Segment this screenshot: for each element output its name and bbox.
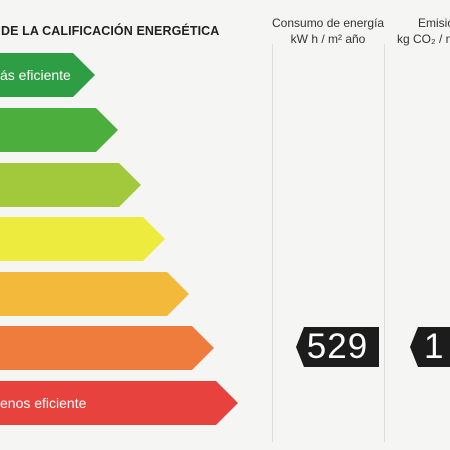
column-divider bbox=[272, 44, 273, 442]
rating-bar: ás eficiente bbox=[0, 53, 95, 97]
emissions-header-unit: kg CO₂ / m bbox=[397, 32, 450, 46]
rating-bar bbox=[0, 108, 118, 152]
emissions-header-line1: Emisio bbox=[418, 16, 450, 30]
emissions-column-header: Emisio kg CO₂ / m bbox=[388, 15, 450, 47]
consumption-column-header: Consumo de energía kW h / m² año bbox=[272, 15, 384, 47]
consumption-value-badge: 529 bbox=[296, 327, 379, 367]
rating-bar bbox=[0, 163, 141, 207]
emissions-value-badge: 1 bbox=[410, 327, 450, 367]
consumption-header-line1: Consumo de energía bbox=[272, 16, 385, 30]
rating-bar bbox=[0, 272, 189, 316]
rating-bar-label: enos eficiente bbox=[0, 395, 87, 411]
rating-heading: DE LA CALIFICACIÓN ENERGÉTICA bbox=[1, 24, 220, 38]
rating-bar bbox=[0, 217, 165, 261]
consumption-header-unit: kW h / m² año bbox=[290, 32, 366, 46]
rating-bar bbox=[0, 326, 214, 370]
rating-bar-label: ás eficiente bbox=[0, 67, 71, 83]
rating-bar: enos eficiente bbox=[0, 381, 238, 425]
column-divider bbox=[384, 44, 385, 442]
